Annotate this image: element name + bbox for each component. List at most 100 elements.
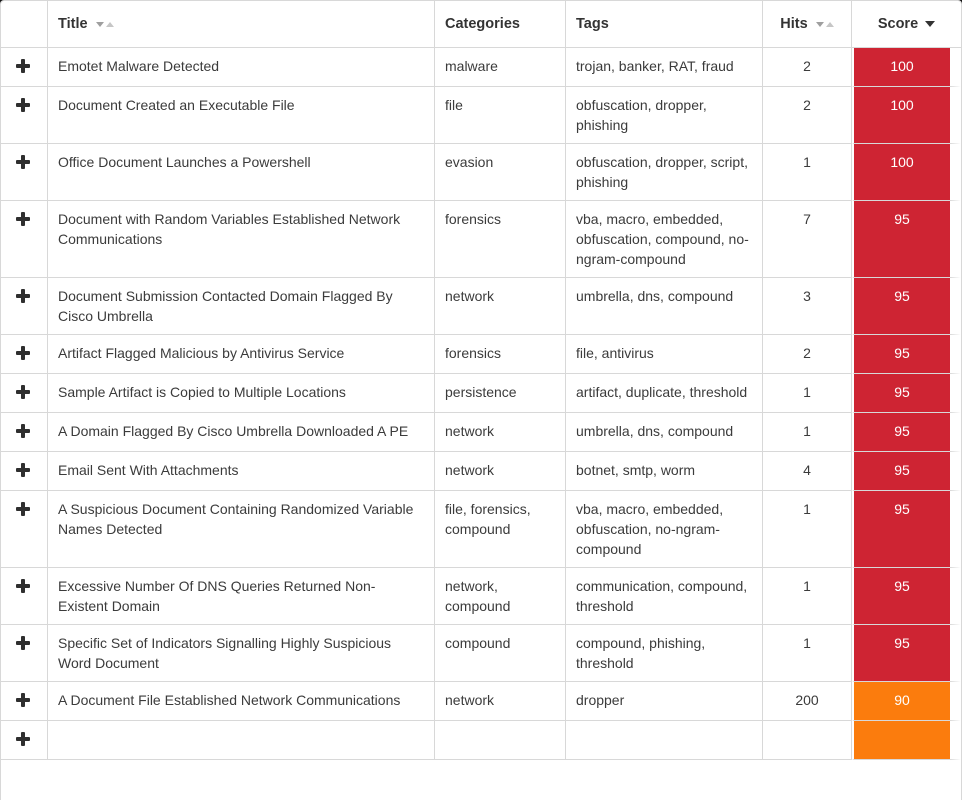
signature-tags: botnet, smtp, worm: [566, 452, 763, 491]
signature-title: A Domain Flagged By Cisco Umbrella Downl…: [48, 413, 435, 452]
sort-icons-hits: [815, 14, 834, 34]
signature-tags: communication, compound, threshold: [566, 568, 763, 625]
signature-score-badge: 95: [852, 491, 961, 568]
signature-categories: network: [435, 452, 566, 491]
signature-tags: dropper: [566, 682, 763, 721]
signature-score-badge: 90: [852, 682, 961, 721]
signature-tags: vba, macro, embedded, obfuscation, compo…: [566, 201, 763, 278]
signature-title: Excessive Number Of DNS Queries Returned…: [48, 568, 435, 625]
signature-categories: [435, 721, 566, 760]
signature-categories: network: [435, 278, 566, 335]
signature-tags: artifact, duplicate, threshold: [566, 374, 763, 413]
signature-score-badge: 100: [852, 48, 961, 87]
table-row: Artifact Flagged Malicious by Antivirus …: [1, 335, 961, 374]
signature-title: Specific Set of Indicators Signalling Hi…: [48, 625, 435, 682]
column-header-tags: Tags: [566, 1, 763, 48]
signature-score-badge: 95: [852, 625, 961, 682]
table-row: Office Document Launches a Powershell ev…: [1, 144, 961, 201]
expand-cell: [1, 278, 48, 335]
expand-row-icon[interactable]: [16, 59, 30, 73]
expand-row-icon[interactable]: [16, 155, 30, 169]
signature-categories: evasion: [435, 144, 566, 201]
expand-cell: [1, 144, 48, 201]
expand-cell: [1, 721, 48, 760]
expand-row-icon[interactable]: [16, 289, 30, 303]
expand-row-icon[interactable]: [16, 732, 30, 746]
expand-cell: [1, 335, 48, 374]
signature-categories: network: [435, 682, 566, 721]
column-header-categories-label: Categories: [445, 16, 520, 32]
sort-down-icon: [95, 21, 104, 27]
signature-title: [48, 721, 435, 760]
signature-hits: 1: [763, 625, 852, 682]
sort-down-icon: [815, 21, 824, 27]
signature-hits: 1: [763, 144, 852, 201]
table-row: A Suspicious Document Containing Randomi…: [1, 491, 961, 568]
expand-row-icon[interactable]: [16, 463, 30, 477]
expand-cell: [1, 625, 48, 682]
sort-up-icon: [105, 21, 114, 27]
signature-hits: 2: [763, 335, 852, 374]
signature-title: Email Sent With Attachments: [48, 452, 435, 491]
expand-cell: [1, 87, 48, 144]
column-header-hits-label: Hits: [780, 16, 808, 32]
signature-score-badge: 95: [852, 335, 961, 374]
expand-row-icon[interactable]: [16, 693, 30, 707]
column-header-score[interactable]: Score: [852, 1, 961, 48]
column-header-hits[interactable]: Hits: [763, 1, 852, 48]
expand-row-icon[interactable]: [16, 212, 30, 226]
signature-score-badge: 95: [852, 278, 961, 335]
signature-categories: malware: [435, 48, 566, 87]
expand-cell: [1, 452, 48, 491]
column-header-score-label: Score: [877, 16, 919, 32]
expand-cell: [1, 374, 48, 413]
signature-title: Document Created an Executable File: [48, 87, 435, 144]
signature-hits: [763, 721, 852, 760]
table-row: Document with Random Variables Establish…: [1, 201, 961, 278]
table-row: A Document File Established Network Comm…: [1, 682, 961, 721]
table-row: Excessive Number Of DNS Queries Returned…: [1, 568, 961, 625]
signature-tags: vba, macro, embedded, obfuscation, no-ng…: [566, 491, 763, 568]
signature-categories: network: [435, 413, 566, 452]
table-row: Document Submission Contacted Domain Fla…: [1, 278, 961, 335]
expand-row-icon[interactable]: [16, 636, 30, 650]
sort-up-icon: [825, 21, 834, 27]
expand-row-icon[interactable]: [16, 385, 30, 399]
signature-categories: forensics: [435, 335, 566, 374]
signatures-table: Title Categories Tags Hits Score Emotet …: [1, 1, 961, 760]
signature-tags: obfuscation, dropper, script, phishing: [566, 144, 763, 201]
signature-categories: file: [435, 87, 566, 144]
column-header-tags-label: Tags: [576, 16, 609, 32]
expand-row-icon[interactable]: [16, 579, 30, 593]
table-row: Email Sent With Attachments network botn…: [1, 452, 961, 491]
table-row-partial: [1, 721, 961, 760]
signature-hits: 1: [763, 568, 852, 625]
signature-categories: file, forensics, compound: [435, 491, 566, 568]
signature-hits: 2: [763, 87, 852, 144]
signature-hits: 3: [763, 278, 852, 335]
signature-categories: forensics: [435, 201, 566, 278]
column-header-expand: [1, 1, 48, 48]
expand-cell: [1, 568, 48, 625]
sort-descending-icon: [925, 21, 936, 28]
signature-score-badge: 95: [852, 374, 961, 413]
signature-title: Artifact Flagged Malicious by Antivirus …: [48, 335, 435, 374]
expand-cell: [1, 48, 48, 87]
expand-row-icon[interactable]: [16, 502, 30, 516]
signature-tags: umbrella, dns, compound: [566, 413, 763, 452]
signature-hits: 4: [763, 452, 852, 491]
table-row: Emotet Malware Detected malware trojan, …: [1, 48, 961, 87]
signature-categories: persistence: [435, 374, 566, 413]
table-row: Specific Set of Indicators Signalling Hi…: [1, 625, 961, 682]
expand-row-icon[interactable]: [16, 346, 30, 360]
column-header-title[interactable]: Title: [48, 1, 435, 48]
signature-score-badge: 95: [852, 452, 961, 491]
signature-score-badge: 95: [852, 201, 961, 278]
signature-score-badge: 100: [852, 144, 961, 201]
expand-row-icon[interactable]: [16, 424, 30, 438]
signature-tags: umbrella, dns, compound: [566, 278, 763, 335]
signature-score-badge: [852, 721, 961, 760]
signature-tags: compound, phishing, threshold: [566, 625, 763, 682]
expand-row-icon[interactable]: [16, 98, 30, 112]
